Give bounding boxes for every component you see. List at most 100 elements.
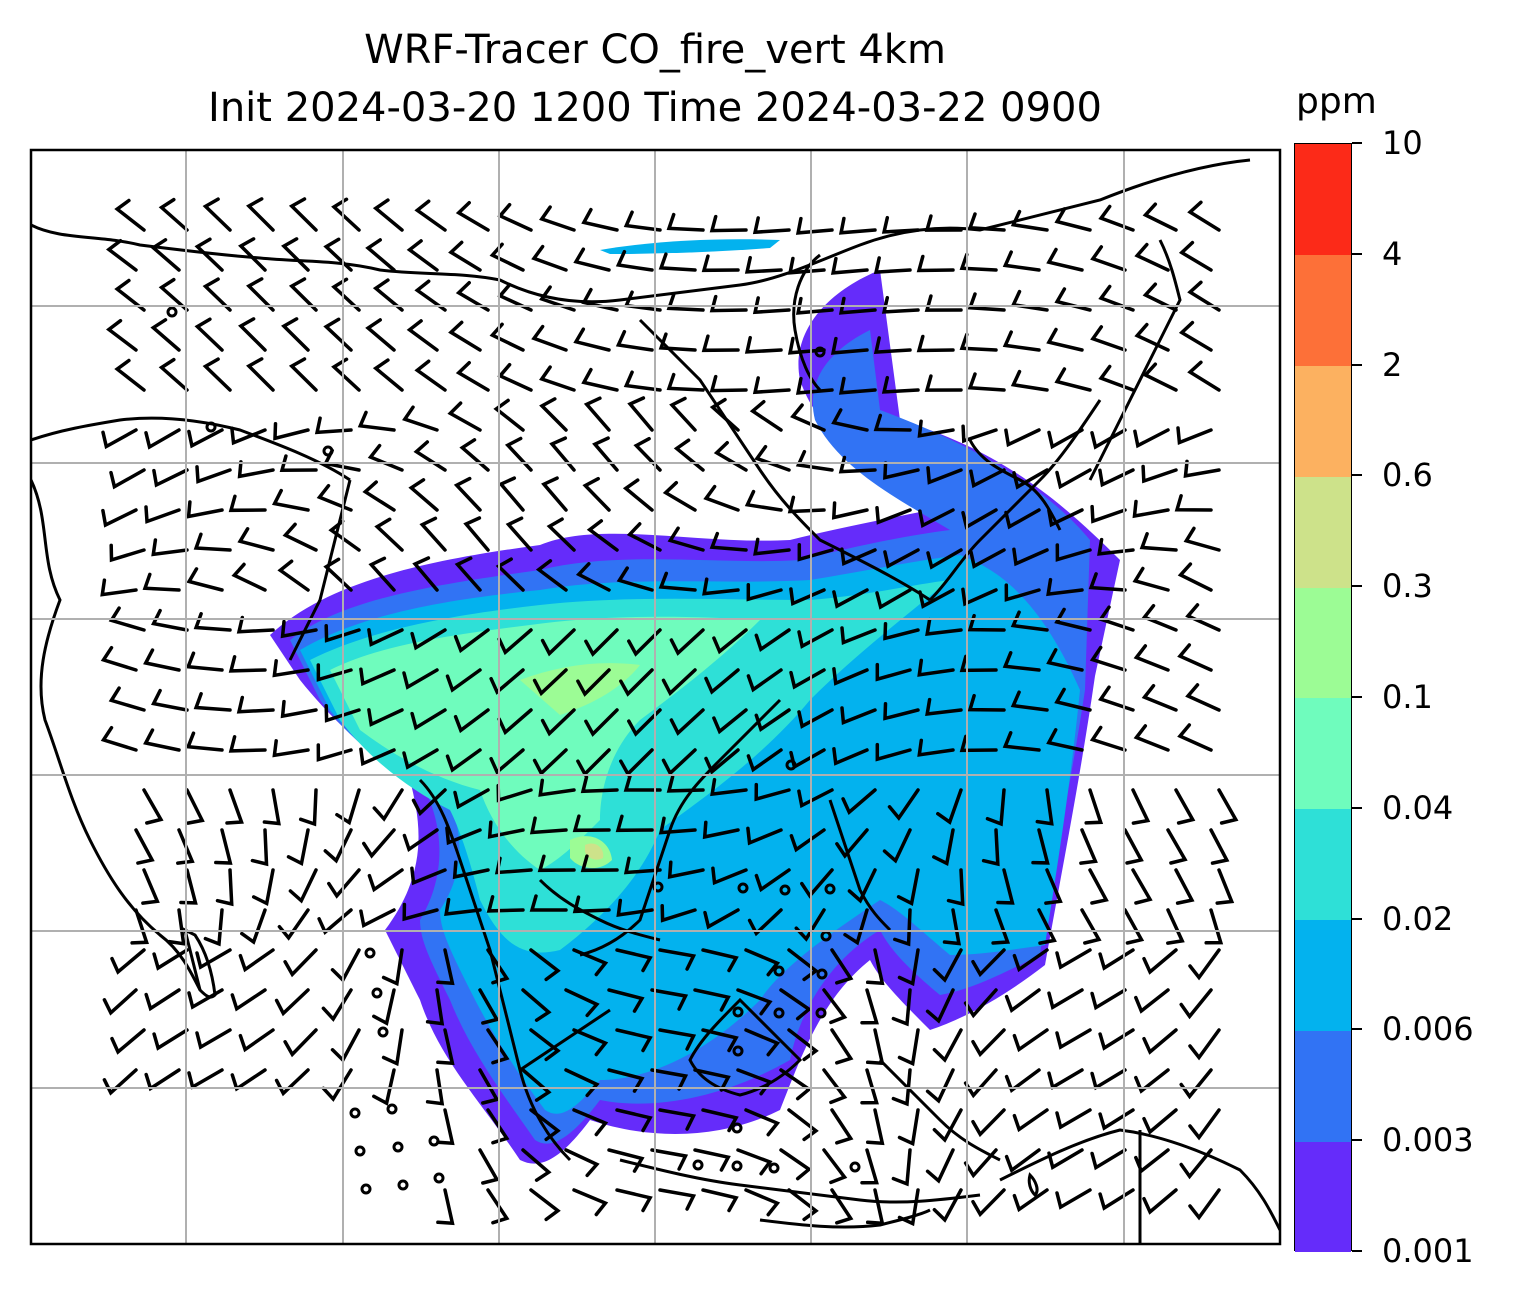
wind-barb bbox=[372, 1068, 396, 1106]
wind-barb bbox=[667, 860, 705, 879]
wind-barb bbox=[924, 214, 963, 232]
wind-barb bbox=[228, 494, 267, 513]
wind-barb bbox=[1133, 724, 1170, 752]
wind-barb bbox=[916, 254, 955, 273]
wind-barb bbox=[314, 416, 353, 435]
wind-barb bbox=[1047, 1148, 1084, 1170]
wind-barb bbox=[916, 334, 955, 353]
wind-barb bbox=[436, 1188, 455, 1226]
colorbar-segment bbox=[1295, 698, 1351, 810]
wind-barb bbox=[1055, 543, 1092, 562]
wind-barb bbox=[412, 556, 439, 592]
wind-barb bbox=[1215, 868, 1235, 905]
wind-barb bbox=[321, 988, 353, 1022]
wind-barb bbox=[1004, 583, 1041, 602]
wind-barb bbox=[666, 212, 705, 232]
wind-barb bbox=[459, 438, 490, 472]
wind-barb bbox=[262, 788, 281, 826]
wind-barb bbox=[831, 501, 869, 520]
wind-barb bbox=[288, 277, 318, 312]
map-title-line-1: WRF-Tracer CO_fire_vert 4km bbox=[364, 27, 946, 73]
wind-barb bbox=[1177, 562, 1213, 592]
wind-barb bbox=[615, 329, 654, 352]
wind-barb bbox=[100, 578, 138, 597]
calm-circle bbox=[731, 1122, 743, 1134]
wind-barb bbox=[532, 668, 568, 697]
wind-barb bbox=[179, 868, 198, 905]
wind-barb bbox=[830, 948, 854, 985]
wind-barb bbox=[529, 948, 561, 982]
wind-barb bbox=[1178, 240, 1213, 272]
wind-barb bbox=[414, 359, 447, 392]
wind-barb bbox=[875, 506, 912, 525]
wind-barb bbox=[158, 197, 189, 232]
wind-barb bbox=[452, 860, 490, 880]
wind-barb bbox=[658, 571, 697, 592]
wind-barb bbox=[584, 628, 619, 657]
wind-barb bbox=[797, 788, 834, 809]
calm-circle bbox=[824, 883, 836, 895]
wind-barb bbox=[367, 868, 404, 893]
wind-barb bbox=[1123, 828, 1144, 865]
wind-barb bbox=[925, 617, 963, 637]
wind-barb bbox=[240, 908, 267, 945]
wind-barb bbox=[277, 908, 310, 941]
wind-barb bbox=[489, 242, 525, 272]
wind-barb bbox=[924, 374, 963, 392]
wind-barb bbox=[959, 252, 998, 272]
wind-barb bbox=[822, 1068, 848, 1105]
wind-barb bbox=[228, 735, 267, 753]
wind-barb bbox=[865, 1188, 885, 1226]
wind-barb bbox=[367, 443, 404, 472]
wind-barb bbox=[576, 668, 611, 697]
wind-barb bbox=[564, 988, 600, 1018]
colorbar-tick-label: 0.1 bbox=[1382, 678, 1433, 716]
wind-barb bbox=[702, 820, 740, 840]
calm-circle bbox=[849, 1161, 861, 1173]
wind-barb bbox=[185, 788, 205, 825]
wind-barb bbox=[231, 562, 267, 592]
wind-barb bbox=[942, 908, 962, 946]
wind-barb bbox=[114, 198, 146, 232]
wind-barb bbox=[274, 988, 310, 1017]
wind-barb bbox=[658, 1028, 697, 1051]
wind-barb bbox=[454, 556, 482, 592]
wind-barb bbox=[541, 476, 568, 512]
wind-barb bbox=[101, 508, 138, 528]
wind-barb bbox=[448, 240, 482, 272]
wind-barb bbox=[274, 1068, 310, 1097]
wind-barb bbox=[1010, 289, 1049, 312]
wind-barb bbox=[1187, 360, 1221, 392]
wind-barb bbox=[787, 336, 826, 355]
wind-barb bbox=[830, 336, 869, 355]
wind-barb bbox=[925, 697, 963, 717]
wind-barb bbox=[779, 1148, 812, 1181]
wind-barb bbox=[749, 399, 783, 432]
wind-barb bbox=[102, 988, 138, 1016]
wind-barb bbox=[414, 199, 447, 232]
wind-barb bbox=[709, 214, 748, 233]
wind-barb bbox=[753, 537, 791, 556]
wind-barb bbox=[246, 357, 275, 392]
wind-barb bbox=[106, 238, 138, 272]
wind-barb bbox=[1123, 908, 1145, 945]
wind-barb bbox=[372, 198, 404, 232]
wind-barb bbox=[238, 317, 267, 352]
wind-barb bbox=[110, 948, 146, 975]
wind-barb bbox=[1166, 828, 1188, 865]
wind-barb bbox=[288, 197, 318, 232]
wind-barb bbox=[572, 1188, 609, 1217]
wind-barb bbox=[790, 403, 826, 432]
wind-barb bbox=[505, 516, 533, 552]
wind-barb bbox=[436, 1028, 455, 1066]
wind-barb bbox=[1037, 908, 1057, 945]
wind-barb bbox=[497, 362, 533, 392]
calm-circle bbox=[737, 882, 749, 894]
wind-barb bbox=[701, 1108, 739, 1133]
wind-barb bbox=[362, 828, 396, 859]
wind-barb bbox=[101, 428, 138, 450]
wind-barbs bbox=[100, 197, 1239, 1227]
wind-barb bbox=[535, 559, 568, 592]
wind-barb bbox=[822, 988, 848, 1025]
wind-barb bbox=[701, 254, 740, 273]
